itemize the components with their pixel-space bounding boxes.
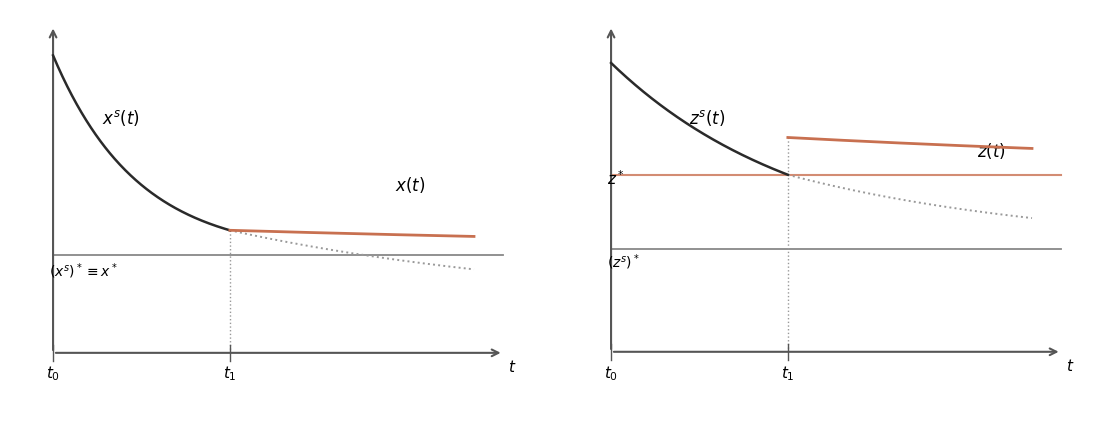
Text: $t_0$: $t_0$	[46, 365, 60, 383]
Text: $t$: $t$	[1066, 358, 1074, 374]
Text: $x(t)$: $x(t)$	[395, 175, 425, 195]
Text: $z^*$: $z^*$	[607, 169, 625, 188]
Text: $t_1$: $t_1$	[223, 365, 237, 383]
Text: $(z^s)^*$: $(z^s)^*$	[607, 253, 641, 272]
Text: $(x^s)^* \equiv x^*$: $(x^s)^* \equiv x^*$	[49, 262, 118, 281]
Text: $t_1$: $t_1$	[781, 364, 795, 383]
Text: $z(t)$: $z(t)$	[976, 141, 1006, 161]
Text: $t_0$: $t_0$	[604, 364, 618, 383]
Text: $t$: $t$	[508, 359, 516, 375]
Text: $z^s(t)$: $z^s(t)$	[689, 108, 725, 128]
Text: $x^s(t)$: $x^s(t)$	[103, 108, 140, 128]
